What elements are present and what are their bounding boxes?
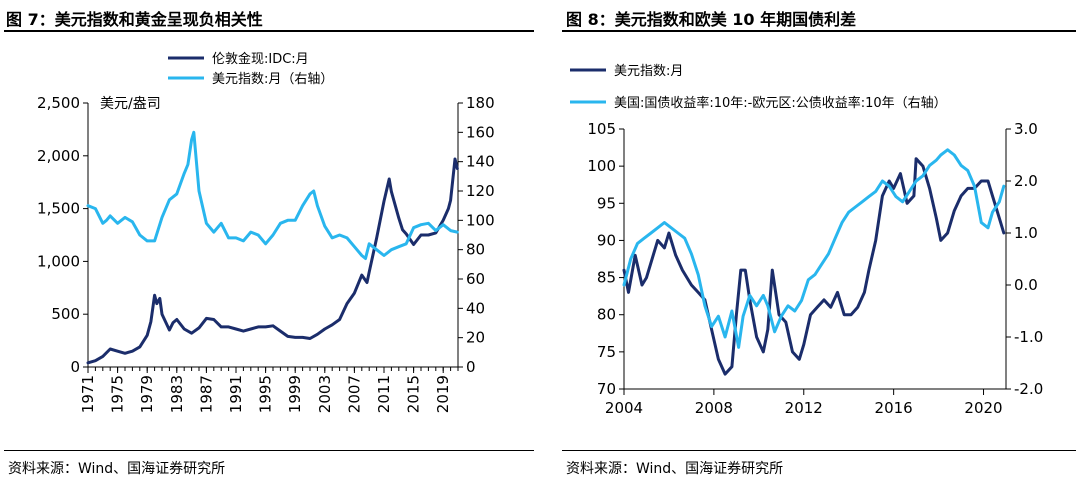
left-y-tick-label: 90 <box>597 231 616 249</box>
x-tick-label: 2015 <box>405 375 423 413</box>
right-y-tick-label: 3.0 <box>1014 120 1038 138</box>
right-y-tick-label: 140 <box>466 153 495 171</box>
left-y-tick-label: 100 <box>587 157 616 175</box>
x-tick-label: 2011 <box>375 375 393 413</box>
right-y-tick-label: 160 <box>466 123 495 141</box>
right-y-tick-label: 0 <box>466 358 476 376</box>
source-note: 资料来源：Wind、国海证券研究所 <box>8 461 226 477</box>
right-y-tick-label: -1.0 <box>1014 328 1043 346</box>
series-line-0 <box>86 157 459 365</box>
legend-label-0: 伦敦金现:IDC:月 <box>212 51 309 67</box>
chart-gold-vs-dollar-svg: 0 500 1,000 1,500 2,000 2,500 0 20 40 60 80 100 120 1… <box>37 51 495 413</box>
x-tick-label: 1999 <box>286 375 304 413</box>
chart-title: 图 8：美元指数和欧美 10 年期国债利差 <box>566 10 857 29</box>
x-tick-label: 2004 <box>605 399 643 417</box>
left-y-tick-label: 500 <box>51 305 80 323</box>
x-tick-label: 1979 <box>138 375 156 413</box>
panel-dollar-vs-spread: 图 8：美元指数和欧美 10 年期国债利差 70 75 80 85 90 95 100 105… <box>540 0 1080 483</box>
x-tick-label: 1971 <box>79 375 97 413</box>
x-tick-label: 1991 <box>227 375 245 413</box>
left-y-tick-label: 75 <box>597 343 616 361</box>
left-y-tick-label: 2,000 <box>37 147 80 165</box>
bottom-rule <box>4 450 534 451</box>
y-axis-unit-label: 美元/盎司 <box>100 96 161 112</box>
bottom-rule <box>562 450 1076 451</box>
x-tick-label: 2019 <box>434 375 452 413</box>
x-tick-label: 2012 <box>785 399 823 417</box>
chart-dollar-vs-spread-svg: 70 75 80 85 90 95 100 105 -2.0 -1.0 0.0 1.0 2.0 3.0 20… <box>570 64 1043 417</box>
series-line-0 <box>622 157 1006 376</box>
x-tick-label: 2020 <box>964 399 1002 417</box>
x-tick-label: 1975 <box>109 375 127 413</box>
series-line-1 <box>622 148 1006 349</box>
panel-gold-vs-dollar: 图 7：美元指数和黄金呈现负相关性 0 500 1,000 1,500 2,000 2,5… <box>4 10 534 477</box>
right-y-tick-label: 180 <box>466 94 495 112</box>
right-y-tick-label: 100 <box>466 211 495 229</box>
right-y-tick-label: 120 <box>466 182 495 200</box>
left-y-tick-label: 1,000 <box>37 252 80 270</box>
x-tick-label: 2008 <box>695 399 733 417</box>
top-rule <box>562 30 1076 32</box>
left-y-tick-label: 80 <box>597 306 616 324</box>
right-y-tick-label: 2.0 <box>1014 172 1038 190</box>
right-y-tick-label: 20 <box>466 329 485 347</box>
x-tick-label: 2016 <box>875 399 913 417</box>
right-y-tick-label: 40 <box>466 299 485 317</box>
series-line-1 <box>86 130 459 260</box>
right-y-tick-label: 0.0 <box>1014 276 1038 294</box>
left-y-tick-label: 2,500 <box>37 94 80 112</box>
x-tick-label: 2003 <box>316 375 334 413</box>
right-y-tick-label: 1.0 <box>1014 224 1038 242</box>
left-y-tick-label: 85 <box>597 269 616 287</box>
chart-title: 图 7：美元指数和黄金呈现负相关性 <box>6 10 263 29</box>
x-tick-label: 1987 <box>197 375 215 413</box>
right-y-tick-label: -2.0 <box>1014 380 1043 398</box>
legend-label-0: 美元指数:月 <box>614 64 683 79</box>
x-tick-label: 1995 <box>257 375 275 413</box>
x-tick-label: 2007 <box>345 375 363 413</box>
right-y-tick-label: 80 <box>466 241 485 259</box>
legend-label-1: 美元指数:月（右轴） <box>212 72 333 87</box>
source-note: 资料来源：Wind、国海证券研究所 <box>566 461 784 477</box>
left-y-tick-label: 0 <box>70 358 80 376</box>
legend-label-1: 美国:国债收益率:10年:-欧元区:公债收益率:10年（右轴） <box>614 95 947 111</box>
top-rule <box>4 30 534 32</box>
right-y-tick-label: 60 <box>466 270 485 288</box>
left-y-tick-label: 95 <box>597 194 616 212</box>
left-y-tick-label: 105 <box>587 120 616 138</box>
left-y-tick-label: 1,500 <box>37 200 80 218</box>
left-y-tick-label: 70 <box>597 380 616 398</box>
x-tick-label: 1983 <box>168 375 186 413</box>
